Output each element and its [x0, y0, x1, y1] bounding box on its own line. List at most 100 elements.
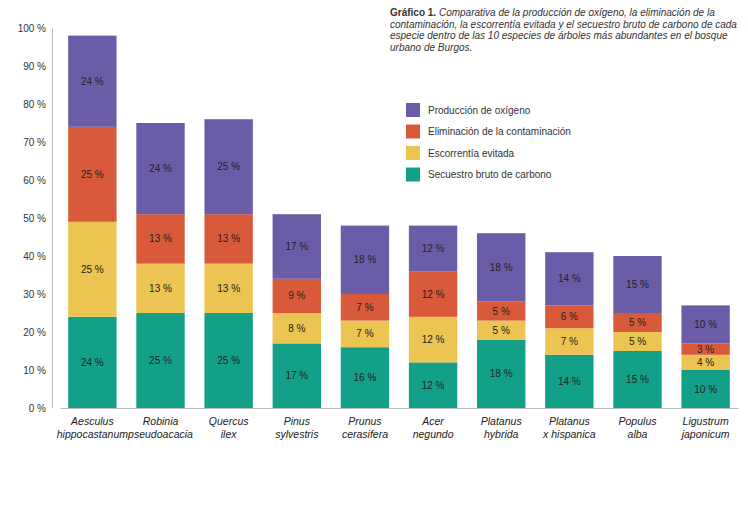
y-tick: 40 %	[23, 251, 52, 262]
bar-segment	[681, 355, 729, 370]
title-word: eliminación	[637, 7, 690, 18]
title-word: cada	[712, 19, 737, 30]
bar-segment	[273, 313, 321, 343]
x-tick-label-line: ilex	[221, 428, 238, 440]
bar-segment	[409, 362, 457, 408]
title-word: carbono	[660, 19, 699, 30]
x-tick-label-line: Platanus	[549, 415, 591, 427]
bar-segment	[477, 233, 525, 301]
bar-segment	[681, 305, 729, 343]
x-tick-label-line: hippocastanum	[57, 428, 128, 440]
y-tick-label: 50 %	[23, 213, 46, 224]
title-word: las	[470, 30, 486, 41]
x-tick-label-line: Aesculus	[70, 415, 114, 427]
x-tick-label-line: Platanus	[481, 415, 523, 427]
y-tick: 30 %	[23, 289, 52, 300]
x-tick-label: Acernegundo	[413, 415, 454, 440]
x-tick: Populusalba	[619, 408, 658, 440]
data-label: 17 %	[285, 370, 308, 381]
x-tick-label-line: Populus	[619, 415, 658, 427]
title-word: árboles	[555, 30, 591, 41]
legend-swatch	[406, 168, 420, 182]
legend-label: Producción de oxígeno	[428, 105, 531, 116]
bar-segment	[204, 119, 252, 214]
data-label: 12 %	[422, 243, 445, 254]
bar-segment	[409, 226, 457, 272]
x-tick-label-line: hybrida	[484, 428, 519, 440]
x-tick-label: Robiniapseudoacacia	[127, 415, 193, 440]
title-word: Gráfico	[390, 7, 425, 18]
bar-segment	[409, 317, 457, 363]
data-label: 5 %	[493, 325, 510, 336]
data-label: 24 %	[81, 357, 104, 368]
data-label: 25 %	[81, 264, 104, 275]
title: Gráfico 1. Comparativa de la producción …	[390, 7, 737, 53]
legend-item: Producción de oxígeno	[406, 103, 531, 117]
bar-segment	[341, 294, 389, 321]
x-tick-label-line: x hispanica	[542, 428, 596, 440]
data-label: 24 %	[149, 163, 172, 174]
data-label: 5 %	[493, 306, 510, 317]
title-line: especie dentro de las 10 especies de árb…	[390, 30, 728, 41]
y-tick-label: 10 %	[23, 365, 46, 376]
y-tick: 70 %	[23, 137, 52, 148]
x-tick: Acernegundo	[413, 408, 454, 440]
y-tick-label: 40 %	[23, 251, 46, 262]
data-label: 15 %	[626, 374, 649, 385]
y-tick-label: 30 %	[23, 289, 46, 300]
bar-segment	[204, 264, 252, 313]
y-tick-label: 80 %	[23, 99, 46, 110]
x-tick-label: Prunuscerasifera	[342, 415, 388, 440]
title-word: de	[646, 19, 660, 30]
title-word: producción	[520, 7, 572, 18]
title-word: 10	[485, 30, 499, 41]
x-tick-label: Quercusilex	[209, 415, 249, 440]
x-tick-label: Pinussylvestris	[275, 415, 319, 440]
x-tick-label: Aesculushippocastanum	[57, 415, 128, 440]
y-axis: 0 %10 %20 %30 %40 %50 %60 %70 %80 %90 %1…	[18, 23, 53, 414]
title-word: oxígeno,	[586, 7, 627, 18]
chart: 0 %10 %20 %30 %40 %50 %60 %70 %80 %90 %1…	[0, 0, 748, 524]
data-label: 5 %	[629, 336, 646, 347]
data-label: 18 %	[490, 262, 513, 273]
bar-segment	[545, 328, 593, 355]
title-word: más	[591, 30, 613, 41]
title-word: 1.	[425, 7, 436, 18]
title-word: la	[704, 7, 715, 18]
y-tick: 100 %	[18, 23, 52, 34]
data-label: 16 %	[354, 372, 377, 383]
x-tick: Platanusx hispanica	[542, 408, 596, 440]
x-axis-line	[61, 408, 739, 409]
title-word: de	[456, 30, 470, 41]
title-word: la	[457, 19, 468, 30]
data-label: 13 %	[149, 283, 172, 294]
y-tick: 10 %	[23, 365, 52, 376]
data-label: 14 %	[558, 376, 581, 387]
data-label: 3 %	[697, 344, 714, 355]
title-word: bosque	[692, 30, 728, 41]
bars	[68, 36, 730, 408]
x-axis: AesculushippocastanumRobiniapseudoacacia…	[57, 408, 739, 440]
legend-label: Eliminación de la contaminación	[428, 126, 571, 137]
x-tick: Platanushybrida	[481, 408, 523, 440]
data-label: 13 %	[149, 233, 172, 244]
legend-item: Eliminación de la contaminación	[406, 125, 571, 139]
title-word: escorrentía	[468, 19, 521, 30]
title-word: de	[699, 19, 713, 30]
legend-swatch	[406, 125, 420, 139]
legend-item: Secuestro bruto de carbono	[406, 168, 552, 182]
data-label: 10 %	[694, 319, 717, 330]
data-label: 25 %	[217, 355, 240, 366]
bar-segment	[545, 305, 593, 328]
data-label: 24 %	[81, 76, 104, 87]
x-tick-label-line: negundo	[413, 428, 454, 440]
data-label: 18 %	[490, 368, 513, 379]
bar-segment	[136, 264, 184, 313]
title-word: de	[541, 30, 555, 41]
bar-segment	[409, 271, 457, 317]
bar-segment	[136, 313, 184, 408]
x-tick-label-line: Acer	[421, 415, 444, 427]
title-line: urbano de Burgos.	[390, 42, 472, 53]
bar-segment	[68, 317, 116, 408]
bar-segment	[613, 313, 661, 332]
